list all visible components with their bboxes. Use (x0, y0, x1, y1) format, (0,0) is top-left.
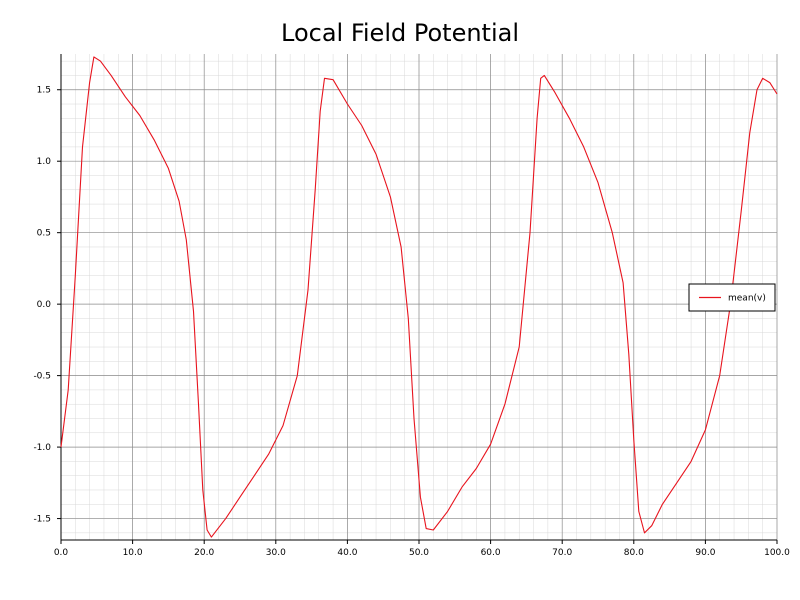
x-tick-label: 10.0 (123, 548, 143, 558)
x-tick-label: 100.0 (764, 548, 790, 558)
y-tick-label: 0.5 (37, 229, 51, 239)
legend-label: mean(v) (728, 294, 766, 304)
y-tick-label: -1.5 (33, 515, 51, 525)
y-tick-label: 1.0 (37, 157, 52, 167)
x-tick-label: 60.0 (481, 548, 501, 558)
y-tick-label: -1.0 (33, 443, 51, 453)
chart-title: Local Field Potential (281, 19, 519, 47)
y-tick-label: 0.0 (37, 300, 52, 310)
y-tick-label: 1.5 (37, 86, 51, 96)
x-tick-label: 90.0 (695, 548, 715, 558)
major-grid (60, 54, 778, 540)
axes (57, 54, 778, 544)
x-tick-label: 0.0 (54, 548, 69, 558)
legend: mean(v) (688, 283, 776, 312)
y-tick-labels: -1.5 -1.0 -0.5 0.0 0.5 1.0 1.5 (33, 86, 51, 525)
x-tick-labels: 0.0 10.0 20.0 30.0 40.0 50.0 60.0 70.0 80.0 90.0 1… (54, 548, 790, 558)
x-tick-label: 20.0 (194, 548, 214, 558)
series-line-mean-v (60, 56, 778, 538)
series-layer (60, 56, 778, 538)
x-tick-label: 40.0 (337, 548, 357, 558)
x-tick-label: 50.0 (409, 548, 429, 558)
x-tick-label: 70.0 (552, 548, 572, 558)
y-tick-label: -0.5 (33, 372, 51, 382)
x-tick-label: 80.0 (624, 548, 644, 558)
x-tick-label: 30.0 (266, 548, 286, 558)
